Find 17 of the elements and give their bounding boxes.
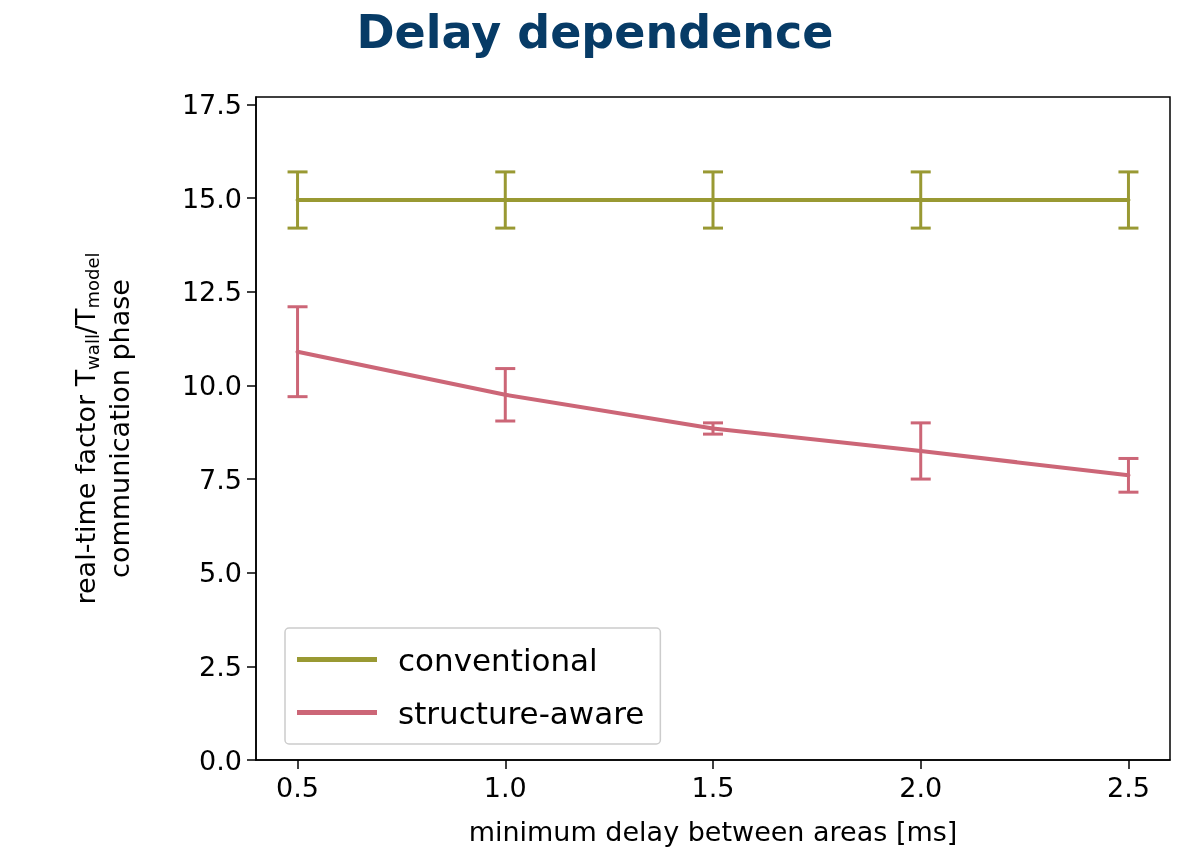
y-tick-label: 10.0 (181, 369, 242, 401)
legend-label: structure-aware (398, 694, 645, 731)
x-tick-label: 1.5 (691, 772, 735, 803)
x-axis-title: minimum delay between areas [ms] (468, 816, 958, 847)
x-tick-label: 1.0 (483, 772, 527, 803)
y-tick-label: 15.0 (181, 182, 242, 214)
y-tick-label: 2.5 (199, 650, 242, 682)
y-tick-label: 12.5 (181, 276, 242, 308)
legend-label: conventional (398, 641, 598, 678)
y-tick-label: 0.0 (199, 744, 242, 776)
y-tick-label: 17.5 (181, 88, 242, 120)
y-tick-label: 7.5 (199, 463, 242, 495)
x-tick-label: 2.0 (899, 772, 943, 803)
chart-title: Delay dependence (356, 5, 834, 59)
y-tick-label: 5.0 (199, 557, 242, 589)
x-tick-label: 2.5 (1106, 772, 1150, 803)
x-tick-label: 0.5 (276, 772, 320, 803)
